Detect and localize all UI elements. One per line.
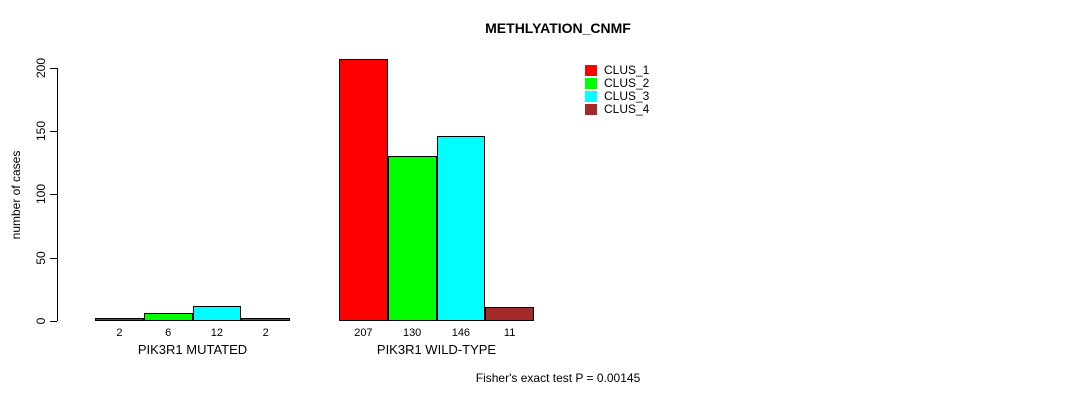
y-axis-tick-label: 100 bbox=[34, 184, 48, 205]
legend-swatch-icon bbox=[585, 65, 597, 76]
bar-clus_3-mutated bbox=[192, 305, 242, 321]
bar-clus_3-wild-type bbox=[436, 135, 486, 321]
legend-row-clus_4: CLUS_4 bbox=[585, 103, 649, 116]
bar-value-label: 207 bbox=[354, 327, 373, 339]
y-axis-tick bbox=[50, 67, 57, 69]
y-axis-tick-label: 200 bbox=[34, 57, 48, 78]
bar-value-label: 2 bbox=[116, 327, 123, 339]
bar-clus_4-mutated bbox=[241, 318, 290, 321]
y-axis-line bbox=[57, 67, 58, 321]
legend-row-clus_2: CLUS_2 bbox=[585, 77, 649, 90]
y-axis-label: number of cases bbox=[9, 150, 23, 240]
chart-title: METHLYATION_CNMF bbox=[485, 20, 631, 36]
legend-swatch-icon bbox=[585, 78, 597, 89]
bar-clus_1-wild-type bbox=[339, 58, 388, 321]
fisher-test-annotation: Fisher's exact test P = 0.00145 bbox=[475, 371, 641, 385]
y-axis-tick bbox=[50, 321, 57, 322]
y-axis-tick bbox=[50, 257, 57, 259]
legend-swatch-icon bbox=[585, 104, 597, 115]
legend: CLUS_1 CLUS_2 CLUS_3 CLUS_4 bbox=[585, 64, 649, 116]
category-label: PIK3R1 MUTATED bbox=[137, 342, 248, 357]
y-axis-tick-label: 150 bbox=[34, 120, 48, 141]
legend-label: CLUS_4 bbox=[604, 102, 650, 116]
y-axis-tick bbox=[50, 130, 57, 132]
bar-value-label: 6 bbox=[165, 327, 172, 339]
legend-label: CLUS_3 bbox=[604, 89, 650, 103]
bar-value-label: 12 bbox=[210, 327, 223, 339]
legend-swatch-icon bbox=[585, 91, 597, 102]
category-label: PIK3R1 WILD-TYPE bbox=[376, 342, 497, 357]
legend-label: CLUS_1 bbox=[604, 63, 650, 77]
bar-value-label: 146 bbox=[451, 327, 471, 339]
bar-clus_1-mutated bbox=[95, 318, 144, 321]
bar-clus_2-mutated bbox=[143, 313, 193, 321]
bar-clus_4-wild-type bbox=[485, 307, 534, 321]
bar-clus_2-wild-type bbox=[387, 156, 437, 321]
y-axis-tick bbox=[50, 194, 57, 196]
legend-row-clus_1: CLUS_1 bbox=[585, 64, 649, 77]
bar-value-label: 2 bbox=[262, 327, 269, 339]
legend-row-clus_3: CLUS_3 bbox=[585, 90, 649, 103]
bar-value-label: 11 bbox=[503, 327, 516, 339]
y-axis-tick-label: 50 bbox=[34, 250, 48, 265]
legend-label: CLUS_2 bbox=[604, 76, 650, 90]
y-axis-tick-label: 0 bbox=[34, 317, 48, 325]
bar-value-label: 130 bbox=[402, 327, 422, 339]
